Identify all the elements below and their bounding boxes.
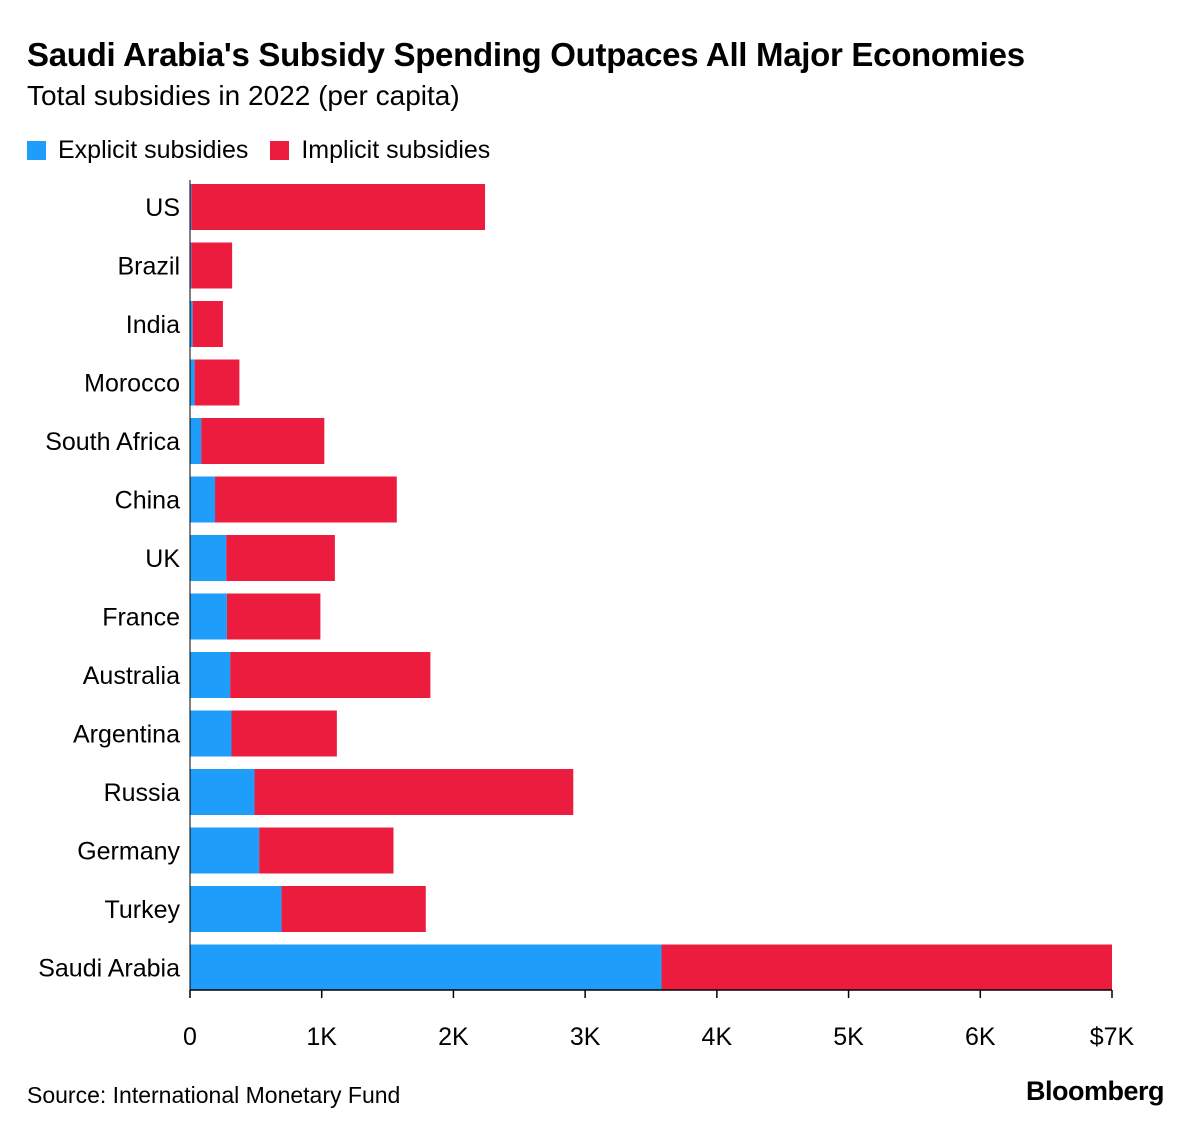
category-label-turkey: Turkey xyxy=(105,896,181,924)
bar-explicit-saudi-arabia xyxy=(190,944,662,991)
legend-label-explicit: Explicit subsidies xyxy=(58,136,249,164)
bar-explicit-uk xyxy=(190,535,227,581)
category-label-morocco: Morocco xyxy=(84,370,180,398)
category-label-australia: Australia xyxy=(83,662,180,690)
category-label-saudi-arabia: Saudi Arabia xyxy=(38,955,180,983)
legend-swatch-explicit xyxy=(27,141,46,160)
bar-implicit-us xyxy=(191,184,486,230)
category-label-germany: Germany xyxy=(77,838,180,866)
chart-title: Saudi Arabia's Subsidy Spending Outpaces… xyxy=(27,36,1025,73)
bar-explicit-us xyxy=(190,184,192,230)
bar-implicit-france xyxy=(226,593,321,640)
category-label-france: France xyxy=(102,604,180,632)
category-label-argentina: Argentina xyxy=(73,721,180,749)
bar-implicit-russia xyxy=(254,769,574,815)
bar-explicit-france xyxy=(190,593,227,640)
brand-logo: Bloomberg xyxy=(1025,1076,1165,1106)
x-tick-label: 2K xyxy=(438,1023,469,1051)
legend-label-implicit: Implicit subsidies xyxy=(301,136,491,164)
bar-explicit-germany xyxy=(190,827,260,874)
bar-implicit-turkey xyxy=(281,886,426,932)
x-tick-label: 5K xyxy=(833,1023,864,1051)
legend-swatch-implicit xyxy=(270,141,290,160)
bar-explicit-australia xyxy=(190,652,231,698)
category-label-south-africa: South Africa xyxy=(45,428,180,456)
x-tick-label: 3K xyxy=(570,1023,601,1051)
bar-explicit-morocco xyxy=(190,359,195,406)
x-tick-label: 1K xyxy=(306,1023,337,1051)
x-tick-label: 6K xyxy=(965,1023,996,1051)
bar-explicit-india xyxy=(190,301,193,347)
bar-explicit-turkey xyxy=(190,886,282,932)
x-tick-label: $7K xyxy=(1090,1023,1135,1051)
bar-explicit-china xyxy=(190,476,216,523)
x-tick-label: 0 xyxy=(183,1023,197,1051)
chart-subtitle: Total subsidies in 2022 (per capita) xyxy=(27,80,460,111)
bar-implicit-argentina xyxy=(231,710,337,757)
bar-implicit-brazil xyxy=(191,242,233,289)
source-note: Source: International Monetary Fund xyxy=(27,1082,401,1108)
bar-implicit-china xyxy=(215,476,397,523)
category-label-brazil: Brazil xyxy=(117,253,180,281)
bar-implicit-germany xyxy=(259,827,394,874)
bar-explicit-south-africa xyxy=(190,418,202,464)
category-label-china: China xyxy=(115,487,180,515)
bar-implicit-saudi-arabia xyxy=(661,944,1112,991)
bar-implicit-india xyxy=(192,301,223,347)
bar-implicit-australia xyxy=(230,652,431,698)
x-tick-label: 4K xyxy=(702,1023,733,1051)
category-label-uk: UK xyxy=(145,545,180,573)
bar-implicit-uk xyxy=(226,535,335,581)
category-label-us: US xyxy=(145,194,180,222)
bar-implicit-morocco xyxy=(194,359,240,406)
bar-explicit-russia xyxy=(190,769,255,815)
legend-item-explicit: Explicit subsidies xyxy=(27,136,248,165)
legend: Explicit subsidies Implicit subsidies xyxy=(27,136,512,165)
bar-explicit-argentina xyxy=(190,710,232,757)
bar-implicit-south-africa xyxy=(201,418,325,464)
category-label-india: India xyxy=(126,311,180,339)
legend-item-implicit: Implicit subsidies xyxy=(270,136,490,165)
category-label-russia: Russia xyxy=(104,779,181,807)
bar-explicit-brazil xyxy=(190,242,192,289)
